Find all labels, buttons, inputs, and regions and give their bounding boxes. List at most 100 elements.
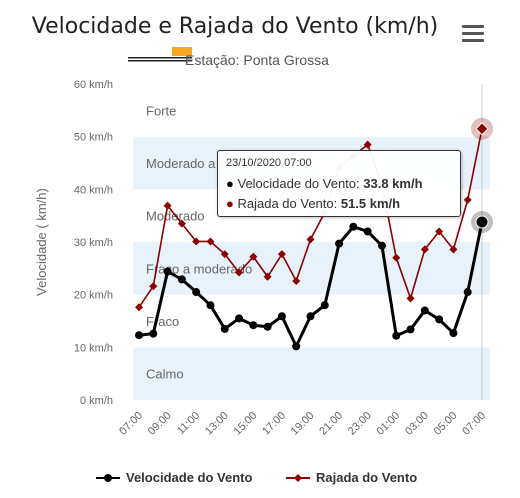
station-subtitle: Estação: Ponta Grossa <box>185 52 329 68</box>
y-tick-label: 10 km/h <box>74 342 113 354</box>
tooltip-date: 23/10/2020 07:00 <box>226 157 312 169</box>
y-tick-label: 0 km/h <box>80 395 113 407</box>
x-tick-label: 15:00 <box>232 410 260 438</box>
x-tick-label: 19:00 <box>289 410 317 438</box>
x-tick-label: 17:00 <box>260 410 288 438</box>
legend-item-gust[interactable]: Rajada do Vento <box>286 470 417 485</box>
gust-point <box>435 227 444 236</box>
speed-point <box>149 329 158 338</box>
speed-point <box>392 331 401 340</box>
gust-point <box>263 272 272 281</box>
speed-point <box>320 301 329 310</box>
gust-point <box>306 235 315 244</box>
chart-menu-button[interactable] <box>462 25 484 43</box>
gust-point <box>206 237 215 246</box>
speed-point <box>277 312 286 321</box>
speed-point <box>435 315 444 324</box>
speed-point <box>335 239 344 248</box>
speed-point <box>363 227 372 236</box>
band-label-0: Calmo <box>146 367 184 382</box>
x-tick-label: 01:00 <box>374 410 402 438</box>
speed-point <box>220 324 229 333</box>
x-tick-label: 03:00 <box>403 410 431 438</box>
gust-point <box>177 219 186 228</box>
y-tick-label: 50 km/h <box>74 132 113 144</box>
x-tick-label: 13:00 <box>203 410 231 438</box>
band-1 <box>133 294 490 348</box>
x-tick-label: 07:00 <box>460 410 488 438</box>
gust-point <box>249 252 258 261</box>
gust-point <box>235 268 244 277</box>
x-tick-label: 09:00 <box>146 410 174 438</box>
speed-point <box>306 312 315 321</box>
speed-point <box>349 222 358 231</box>
hover-markers <box>471 117 493 233</box>
speed-point <box>235 314 244 323</box>
gust-point <box>463 195 472 204</box>
speed-point <box>177 275 186 284</box>
tooltip-speed-bullet-icon: ● <box>226 176 234 191</box>
legend-gust-label: Rajada do Vento <box>316 470 418 485</box>
speed-point <box>163 267 172 276</box>
legend-item-speed[interactable]: Velocidade do Vento <box>96 470 252 485</box>
chart-tooltip: 23/10/2020 07:00 ● Velocidade do Vento: … <box>217 150 461 217</box>
gust-point <box>220 250 229 259</box>
gust-point <box>163 201 172 210</box>
chart-title: Velocidade e Rajada do Vento (km/h) <box>31 14 439 39</box>
tooltip-row-gust: ● Rajada do Vento: 51.5 km/h <box>226 196 400 211</box>
gust-point <box>277 250 286 259</box>
gust-point <box>292 276 301 285</box>
y-tick-label: 60 km/h <box>74 79 113 91</box>
speed-point <box>406 325 415 334</box>
tooltip-speed-label: Velocidade do Vento: <box>237 176 364 191</box>
tooltip-speed-value: 33.8 km/h <box>363 176 423 191</box>
band-label-1: Fraco <box>146 314 179 329</box>
band-5 <box>133 84 490 137</box>
speed-point <box>377 241 386 250</box>
speed-point <box>249 321 258 330</box>
gust-point <box>192 237 201 246</box>
gust-point <box>449 245 458 254</box>
speed-point <box>420 306 429 315</box>
tooltip-gust-bullet-icon: ● <box>226 196 234 211</box>
y-tick-label: 30 km/h <box>74 237 113 249</box>
speed-point <box>192 288 201 297</box>
speed-point <box>206 301 215 310</box>
legend-speed-symbol-icon <box>96 473 120 482</box>
x-tick-label: 05:00 <box>432 410 460 438</box>
gust-point <box>420 245 429 254</box>
speed-point <box>463 288 472 297</box>
tooltip-gust-value: 51.5 km/h <box>340 196 401 211</box>
band-0 <box>133 347 490 400</box>
speed-point <box>449 329 458 338</box>
gust-hover-point <box>475 122 489 136</box>
speed-point <box>292 342 301 351</box>
x-axis-labels: 07:00 09:00 11:00 13:00 15:00 17:00 19:00 21:00… <box>117 410 488 438</box>
speed-hover-point <box>475 215 489 229</box>
x-tick-label: 11:00 <box>175 410 202 437</box>
gust-point <box>135 303 143 312</box>
x-tick-label: 07:00 <box>117 410 145 438</box>
gust-point <box>392 253 401 262</box>
band-2 <box>133 242 490 295</box>
y-axis-title: Velocidade ( km/h) <box>34 188 49 296</box>
legend-speed-label: Velocidade do Vento <box>126 470 253 485</box>
simepar-logo <box>128 47 192 62</box>
tooltip-gust-label: Rajada do Vento: <box>237 196 341 211</box>
x-tick-label: 23:00 <box>346 410 374 438</box>
chart-legend: Velocidade do Vento Rajada do Vento <box>0 470 520 490</box>
y-tick-label: 20 km/h <box>74 290 113 302</box>
band-label-5: Forte <box>146 103 176 118</box>
legend-gust-symbol-icon <box>286 473 310 482</box>
speed-point <box>263 322 272 331</box>
tooltip-row-speed: ● Velocidade do Vento: 33.8 km/h <box>226 176 423 191</box>
gust-point <box>406 294 415 303</box>
speed-point <box>135 331 143 340</box>
gust-point <box>363 140 372 149</box>
y-tick-label: 40 km/h <box>74 184 113 196</box>
gust-point <box>149 282 158 291</box>
hamburger-menu-icon <box>462 25 484 28</box>
x-tick-label: 21:00 <box>317 410 345 438</box>
y-axis-labels: 0 km/h 10 km/h 20 km/h 30 km/h 40 km/h 50 km/… <box>34 79 113 407</box>
